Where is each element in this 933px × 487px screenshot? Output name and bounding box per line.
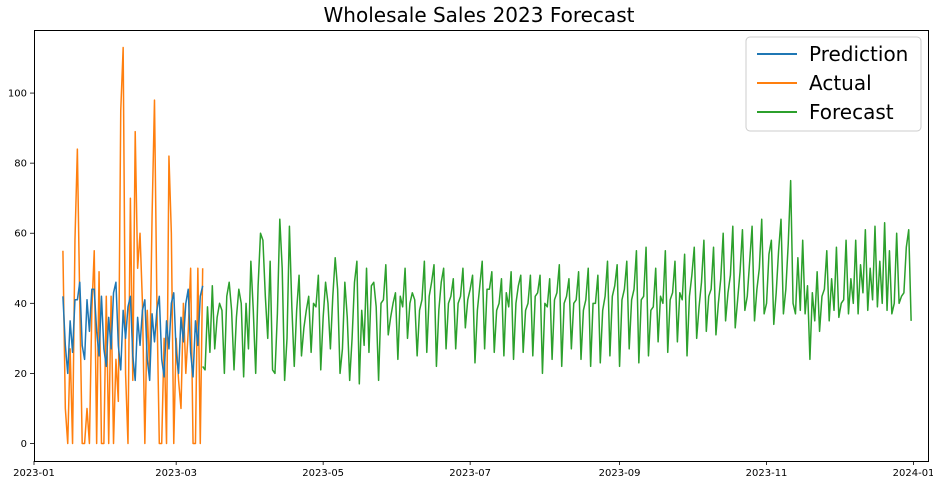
x-tick-label: 2023-09 — [599, 468, 641, 479]
y-axis: 0 20 40 60 80 100 — [8, 89, 34, 450]
y-tick-label: 80 — [14, 159, 27, 170]
chart-title: Wholesale Sales 2023 Forecast — [324, 3, 635, 27]
x-tick-label: 2023-11 — [746, 468, 788, 479]
series-line-forecast — [202, 179, 912, 385]
y-tick-label: 20 — [14, 369, 27, 380]
y-tick-label: 0 — [21, 439, 27, 450]
x-axis: 2023-01 2023-03 2023-05 2023-07 2023-09 2023-… — [13, 461, 933, 479]
plot-lines — [62, 46, 912, 445]
legend-label-actual: Actual — [809, 71, 872, 95]
legend: Prediction Actual Forecast — [745, 36, 922, 132]
x-tick-label: 2023-03 — [155, 468, 197, 479]
x-tick-label: 2024-01 — [893, 468, 933, 479]
y-tick-label: 40 — [14, 299, 27, 310]
y-tick-label: 100 — [8, 89, 27, 100]
legend-box — [745, 36, 922, 132]
series-line-actual — [62, 46, 204, 445]
plot-frame — [34, 30, 929, 462]
series-line-prediction — [62, 281, 204, 382]
x-tick-label: 2023-07 — [449, 468, 491, 479]
legend-label-prediction: Prediction — [809, 42, 908, 66]
legend-label-forecast: Forecast — [809, 100, 894, 124]
x-tick-label: 2023-01 — [13, 468, 55, 479]
x-tick-label: 2023-05 — [302, 468, 344, 479]
y-tick-label: 60 — [14, 229, 27, 240]
